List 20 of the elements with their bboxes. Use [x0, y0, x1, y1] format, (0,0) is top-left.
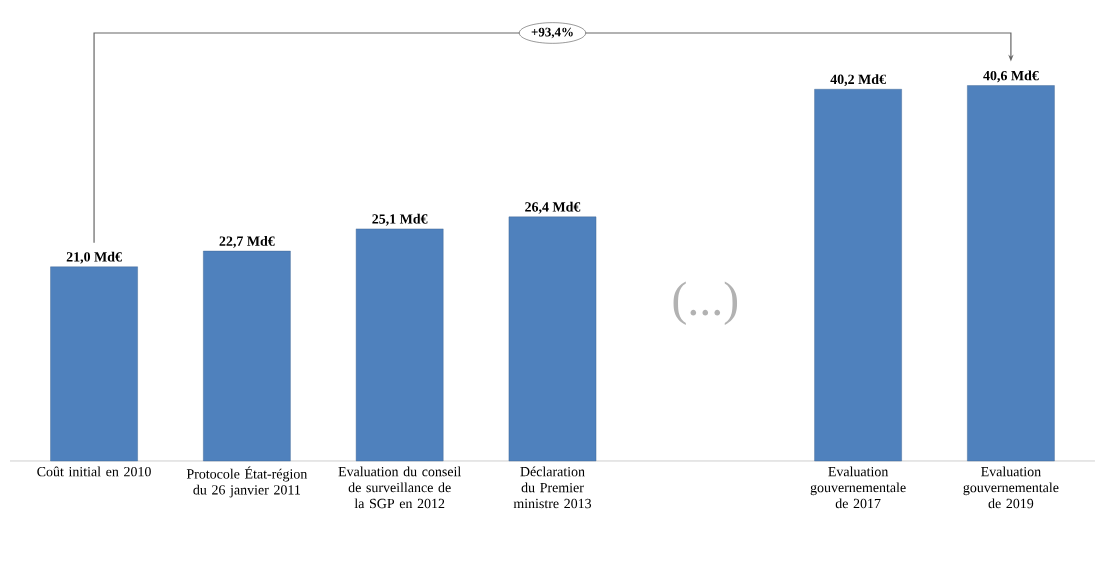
x-tick-label: Evaluation gouvernementale de 2019: [963, 466, 1059, 509]
data-label: 40,2 Md€: [830, 74, 886, 87]
bar: [203, 250, 291, 462]
bar: [355, 228, 444, 462]
data-label: 21,0 Md€: [66, 251, 122, 264]
data-label: 40,6 Md€: [983, 70, 1039, 83]
text: +93,4%: [531, 27, 573, 39]
data-label: 25,1 Md€: [372, 213, 428, 226]
bar: [50, 266, 138, 462]
x-tick-label: Déclaration du Premier ministre 2013: [513, 466, 592, 509]
data-label: 26,4 Md€: [525, 201, 581, 214]
bar: [508, 216, 597, 462]
bar: [967, 85, 1055, 462]
data-label: 22,7 Md€: [219, 236, 275, 248]
annotation: (...): [673, 281, 738, 325]
x-tick-label: Evaluation du conseil de surveillance de la SGP en 2012: [338, 466, 461, 509]
x-tick-label: Evaluation gouvernementale de 2017: [810, 466, 906, 509]
bar: [814, 89, 902, 462]
x-tick-label: Coût initial en 2010: [37, 466, 151, 477]
x-tick-label: Protocole État-région du 26 janvier 2011: [186, 466, 308, 498]
